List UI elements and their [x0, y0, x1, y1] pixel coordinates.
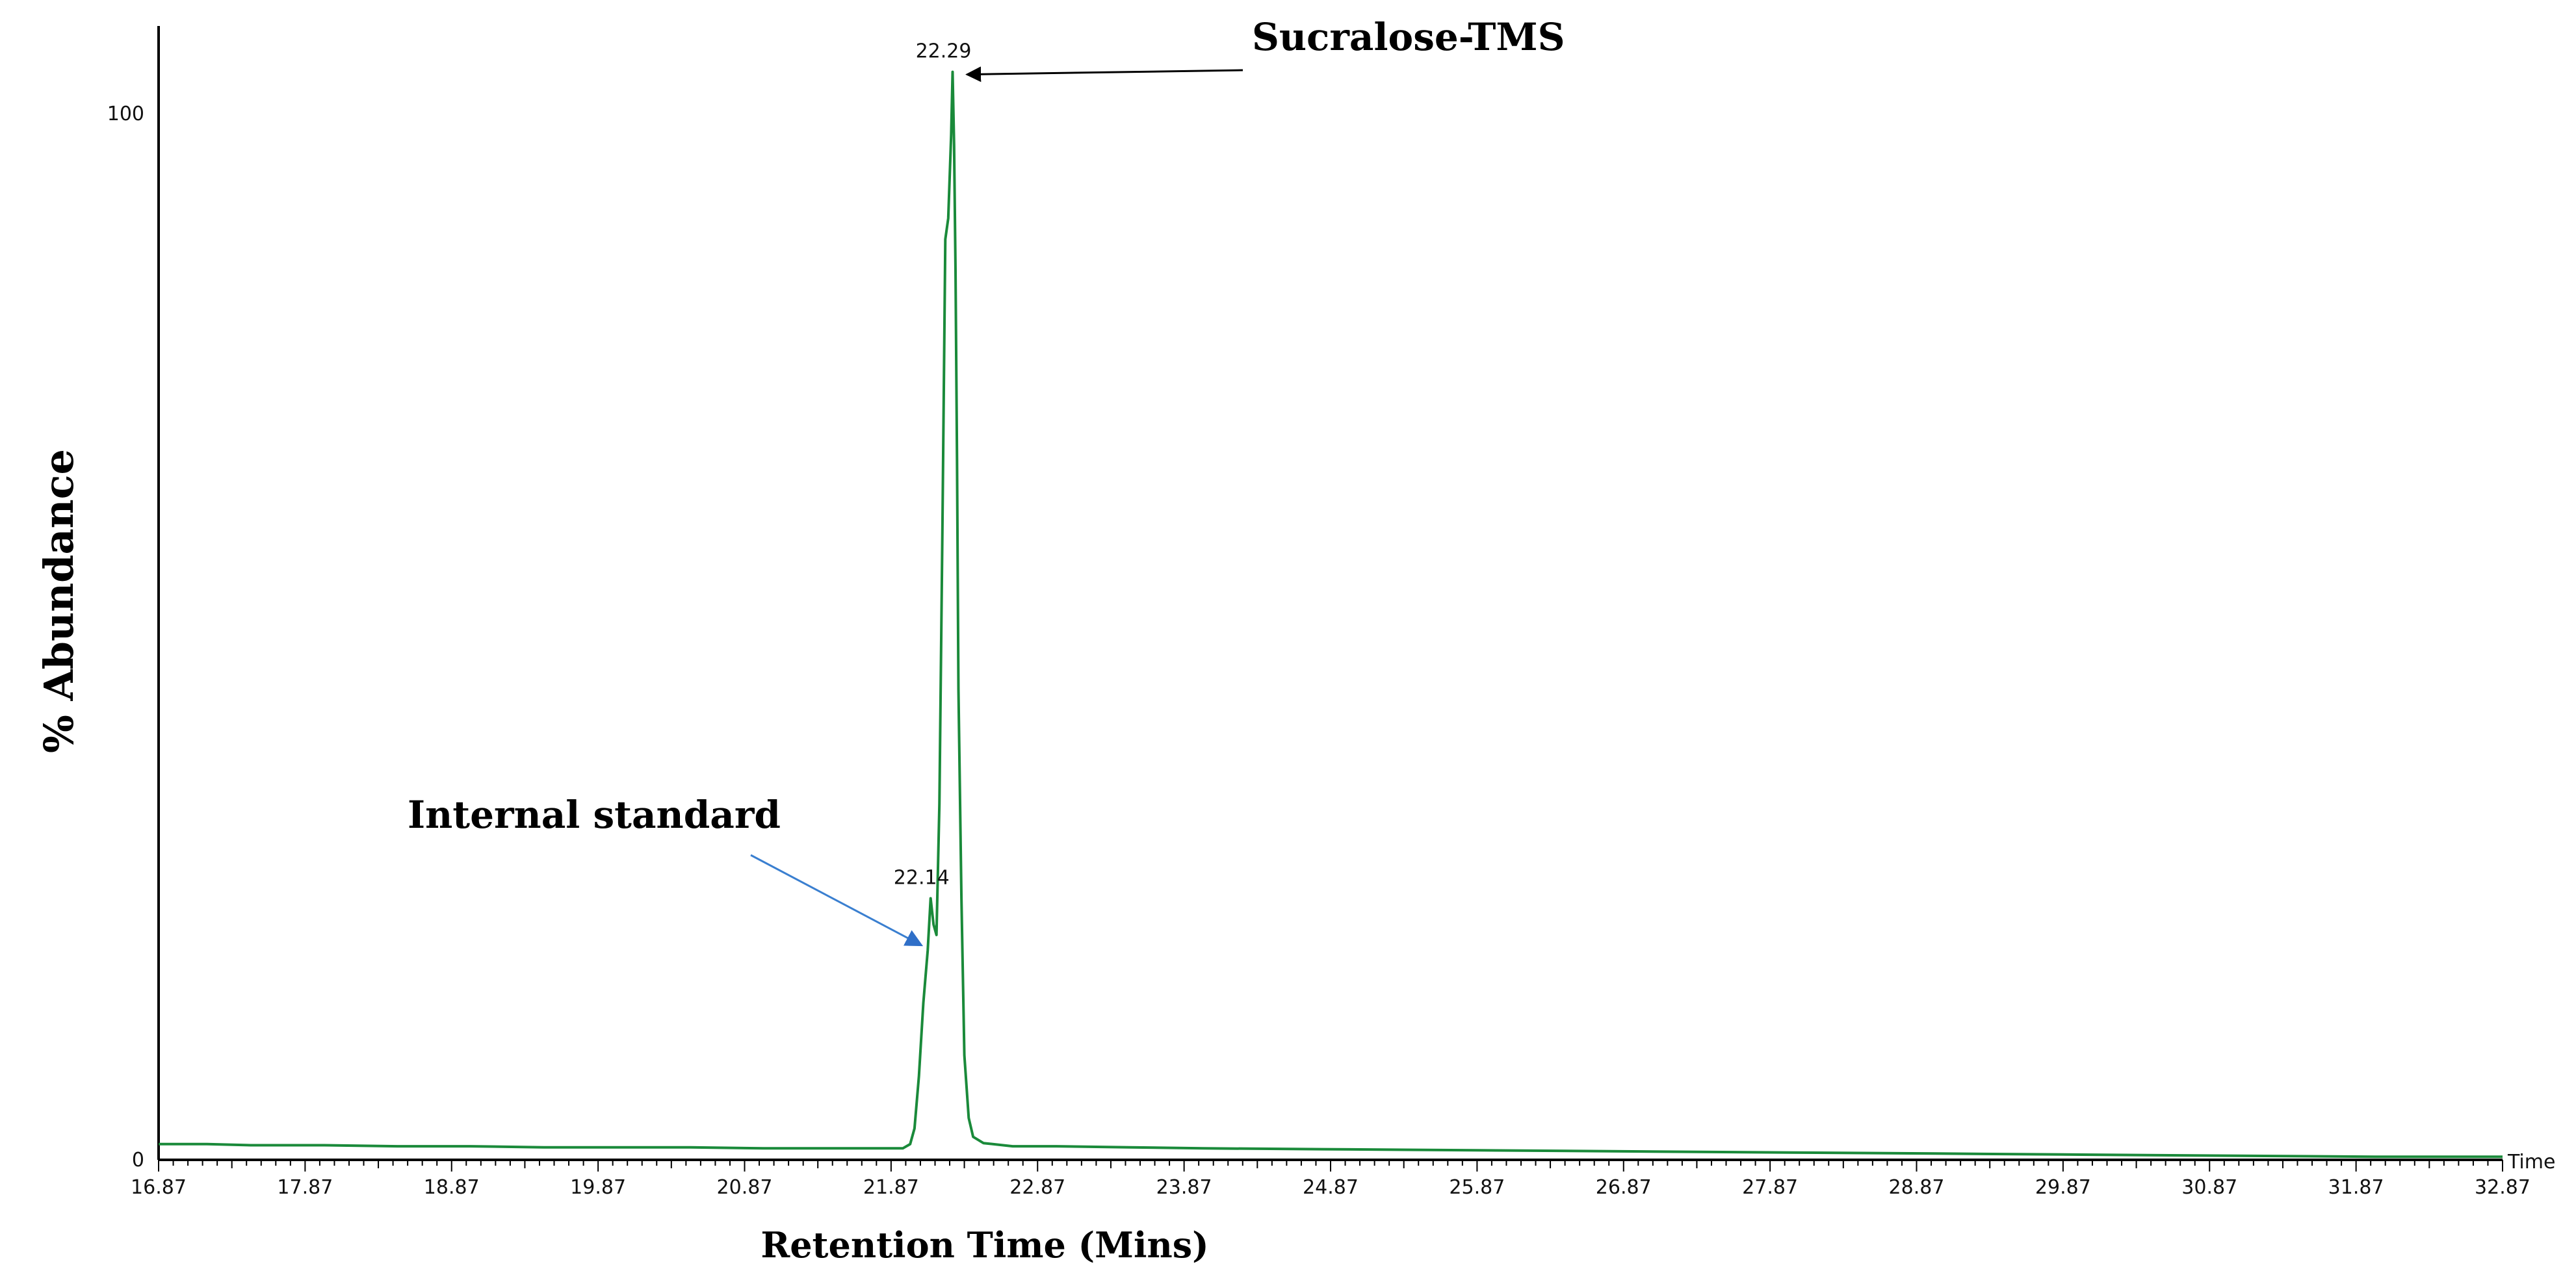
x-tick-label: 29.87 — [2035, 1176, 2091, 1199]
sucralose-tms-annotation: Sucralose-TMS — [1252, 15, 1565, 59]
sucralose-arrow — [965, 66, 1243, 83]
x-tick-label: 18.87 — [424, 1176, 480, 1199]
x-tick-label: 31.87 — [2328, 1176, 2384, 1199]
x-tick-label: 19.87 — [570, 1176, 626, 1199]
x-axis-minor-ticks — [158, 1160, 2503, 1172]
x-tick-label: 20.87 — [717, 1176, 773, 1199]
y-axis-title: % Abundance — [35, 449, 83, 753]
y-tick-label: 0 — [132, 1149, 144, 1172]
x-tick-label: 16.87 — [131, 1176, 187, 1199]
peak-label: 22.14 — [894, 867, 950, 890]
x-tick-label: 17.87 — [277, 1176, 333, 1199]
y-axis-ticks: 0 100 — [107, 103, 144, 1172]
x-tick-label: 24.87 — [1303, 1176, 1359, 1199]
x-axis-unit-label: Time — [2507, 1151, 2555, 1173]
x-axis-ticks: 16.87 17.87 18.87 19.87 20.87 21.87 22.87 23.87… — [131, 1176, 2530, 1199]
x-tick-label: 22.87 — [1009, 1176, 1065, 1199]
x-tick-label: 28.87 — [1889, 1176, 1945, 1199]
y-tick-label: 100 — [107, 103, 144, 125]
x-tick-label: 23.87 — [1156, 1176, 1212, 1199]
peak-label: 22.29 — [916, 40, 972, 63]
chromatogram-trace — [159, 70, 2503, 1159]
x-tick-label: 30.87 — [2181, 1176, 2237, 1199]
x-axis-title: Retention Time (Mins) — [761, 1224, 1208, 1266]
peak-labels: 22.14 22.29 — [894, 40, 972, 890]
x-tick-label: 26.87 — [1596, 1176, 1652, 1199]
internal-standard-annotation: Internal standard — [408, 793, 781, 837]
x-tick-label: 25.87 — [1449, 1176, 1505, 1199]
x-tick-label: 21.87 — [863, 1176, 919, 1199]
internal-standard-arrow — [750, 854, 924, 947]
x-tick-label: 27.87 — [1742, 1176, 1798, 1199]
x-tick-label: 32.87 — [2475, 1176, 2530, 1199]
